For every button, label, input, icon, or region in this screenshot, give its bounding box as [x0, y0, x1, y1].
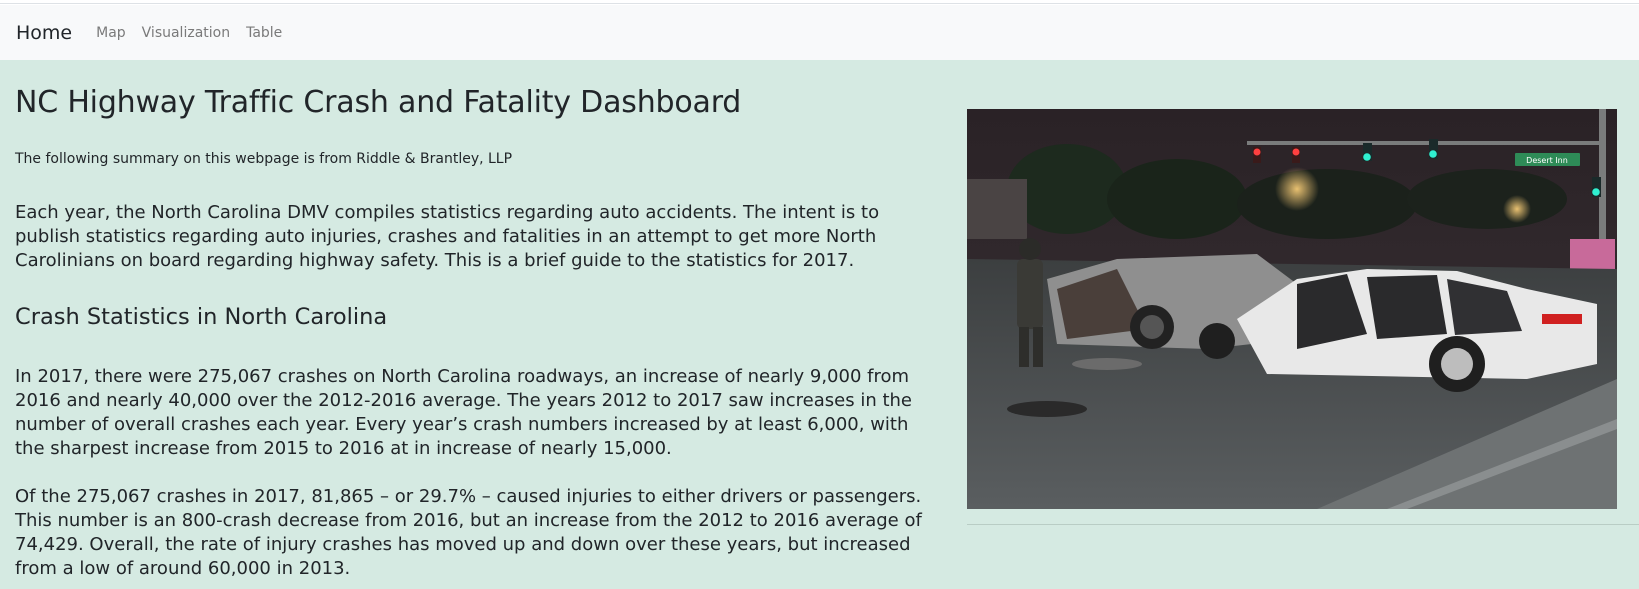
injury-stats-paragraph: Of the 275,067 crashes in 2017, 81,865 –…	[15, 485, 922, 579]
nav-map-link[interactable]: Map	[96, 24, 126, 41]
nav-visualization-link[interactable]: Visualization	[141, 24, 231, 41]
intro-paragraph: Each year, the North Carolina DMV compil…	[15, 201, 880, 271]
source-note: The following summary on this webpage is…	[15, 151, 513, 167]
summary-column: NC Highway Traffic Crash and Fatality Da…	[15, 85, 935, 581]
street-sign-text: Desert Inn	[1526, 156, 1568, 165]
navbar: Home Map Visualization Table	[0, 5, 1639, 60]
nav-table-link[interactable]: Table	[246, 24, 283, 41]
nav-home-link[interactable]: Home	[16, 21, 73, 44]
top-border	[0, 0, 1639, 4]
crash-stats-paragraph: In 2017, there were 275,067 crashes on N…	[15, 365, 912, 459]
section-title: Crash Statistics in North Carolina	[15, 303, 388, 330]
crash-photo: Desert Inn	[967, 109, 1617, 509]
crash-photo-illustration: Desert Inn	[967, 109, 1617, 509]
page-title: NC Highway Traffic Crash and Fatality Da…	[15, 85, 742, 120]
photo-divider	[967, 524, 1639, 525]
main-content: NC Highway Traffic Crash and Fatality Da…	[0, 60, 1639, 589]
